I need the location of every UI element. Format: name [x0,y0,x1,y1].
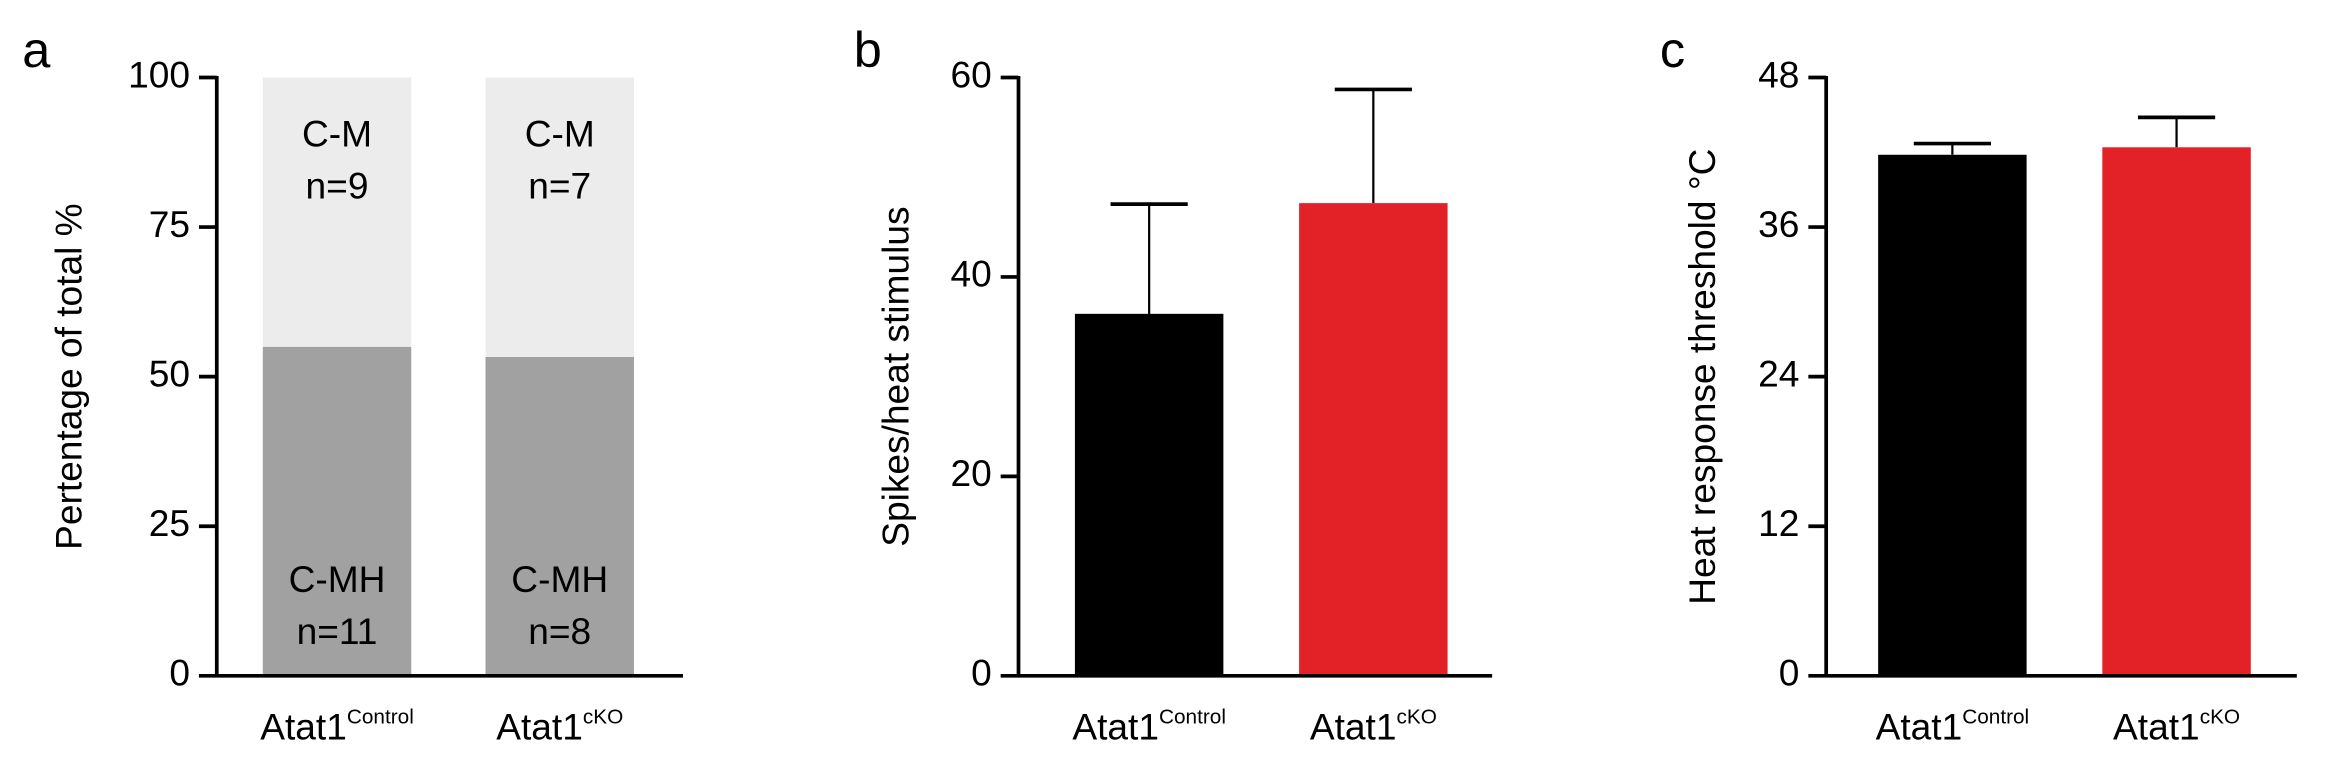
x-tick-label: Atat1cKO [1310,705,1437,747]
y-axis-label: Heat response threshold °C [1681,149,1723,605]
segment-count: n=11 [297,610,378,652]
category-name: Atat1 [260,706,347,748]
bar-segment [262,77,412,347]
panel-label: b [854,21,882,78]
y-tick-label: 100 [128,53,190,95]
x-tick-label: Atat1Control [260,705,414,747]
x-tick-label: Atat1cKO [2113,705,2240,747]
segment-count: n=9 [306,165,369,207]
y-tick-label: 40 [950,253,991,295]
y-tick-label: 48 [1758,53,1799,95]
category-name: Atat1 [1876,706,1963,748]
segment-name: C-M [302,113,372,155]
category-name: Atat1 [2113,706,2200,748]
bar-segment [485,356,634,676]
y-axis-label: Pertentage of total % [48,203,90,550]
panel-label: a [22,21,51,78]
category-superscript: cKO [1396,705,1436,728]
bar [2102,147,2251,676]
category-superscript: Control [1962,705,2029,728]
bar [1074,313,1224,676]
y-axis-label: Spikes/heat stimulus [875,206,917,546]
y-tick-label: 36 [1758,203,1799,245]
x-tick-label: Atat1Control [1876,705,2030,747]
y-tick-label: 25 [149,502,190,544]
category-superscript: Control [347,705,414,728]
bar [1878,154,2027,676]
y-tick-label: 50 [149,352,190,394]
y-tick-label: 0 [1779,652,1800,694]
bar [1299,203,1448,676]
segment-count: n=7 [528,165,591,207]
bar-segment [262,346,412,676]
y-tick-label: 0 [169,652,190,694]
y-tick-label: 12 [1758,502,1799,544]
panel-label: c [1660,21,1685,78]
y-tick-label: 24 [1758,352,1799,394]
category-superscript: cKO [583,705,623,728]
x-tick-label: Atat1Control [1072,705,1226,747]
y-tick-label: 60 [950,53,991,95]
y-tick-label: 75 [149,203,190,245]
y-tick-label: 0 [971,652,992,694]
category-name: Atat1 [496,706,583,748]
bar-segment [485,77,634,357]
segment-name: C-MH [289,558,386,600]
segment-count: n=8 [528,610,591,652]
category-superscript: cKO [2200,705,2240,728]
category-name: Atat1 [1310,706,1397,748]
x-tick-label: Atat1cKO [496,705,623,747]
category-superscript: Control [1159,705,1226,728]
y-tick-label: 20 [950,452,991,494]
segment-name: C-MH [511,558,608,600]
segment-name: C-M [525,113,595,155]
category-name: Atat1 [1072,706,1159,748]
